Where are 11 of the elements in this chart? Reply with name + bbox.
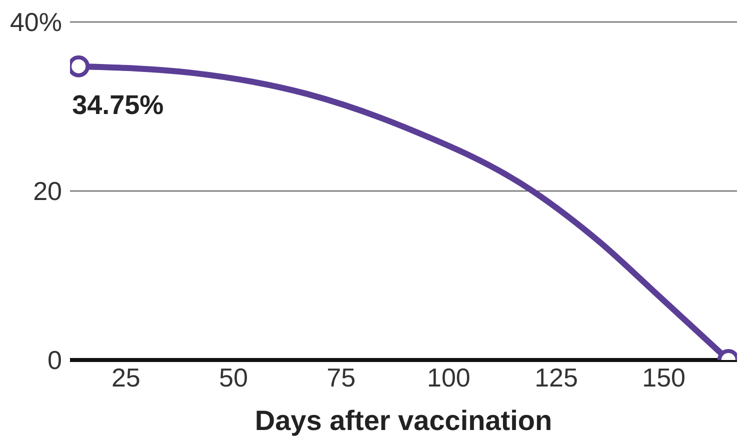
x-tick-label: 75 — [326, 362, 356, 392]
x-axis-title: Days after vaccination — [254, 405, 552, 436]
x-tick-label: 100 — [426, 362, 470, 392]
x-tick-label: 50 — [219, 362, 248, 392]
x-tick-label: 125 — [534, 362, 578, 392]
y-tick-label: 20 — [33, 176, 62, 206]
y-tick-label: 40% — [10, 7, 62, 38]
data-label: 34.75% — [72, 90, 164, 120]
x-tick-label: 25 — [111, 362, 140, 392]
y-tick-label: 0 — [48, 345, 62, 376]
x-tick-label: 150 — [642, 362, 686, 392]
